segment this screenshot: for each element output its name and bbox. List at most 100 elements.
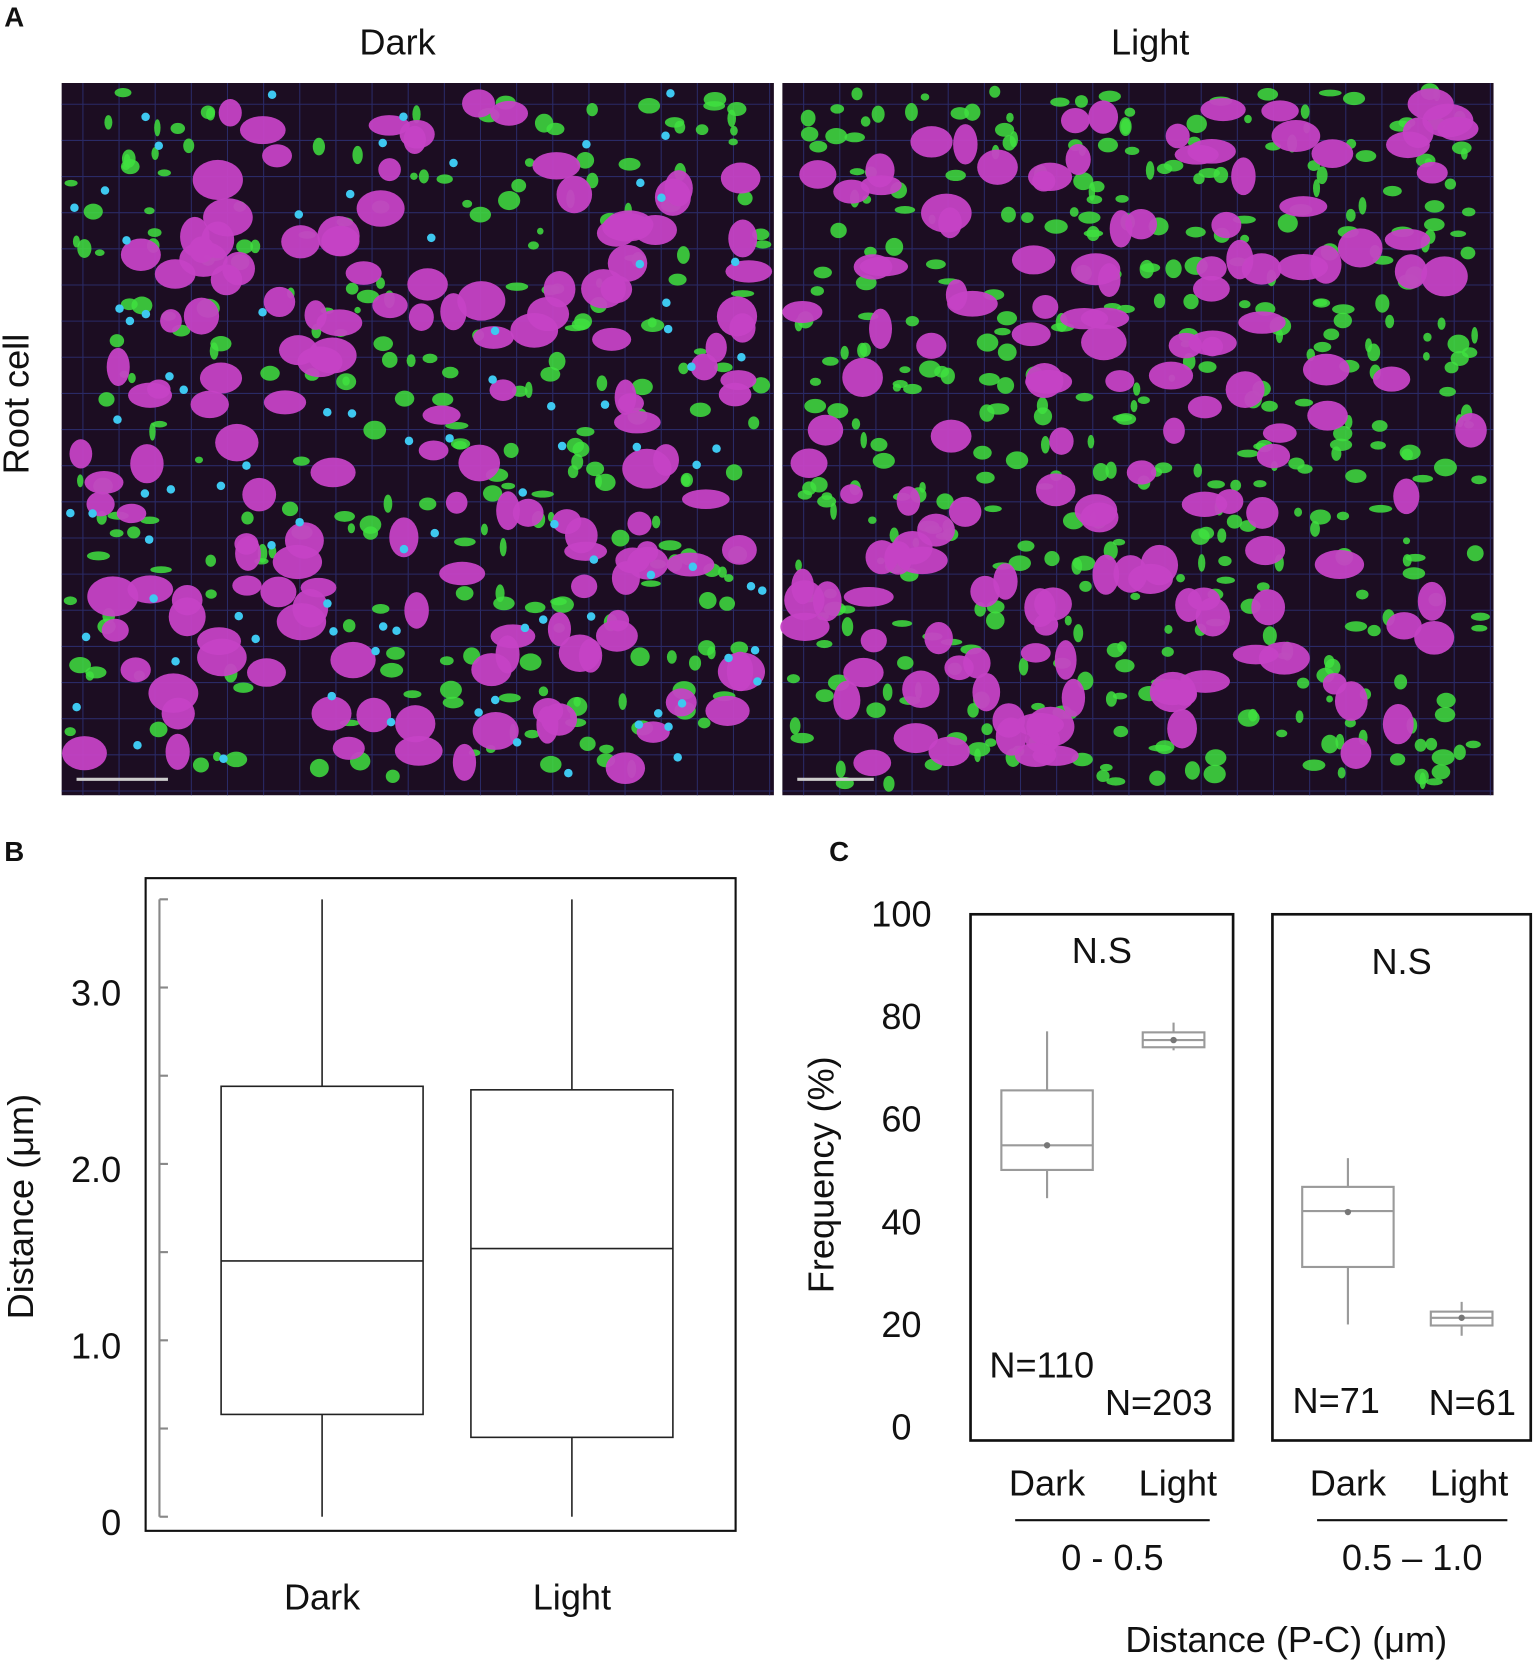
spot (758, 586, 767, 595)
organelle (458, 444, 501, 482)
chloroplast (1313, 341, 1332, 353)
spot (564, 768, 573, 778)
organelle (581, 269, 627, 309)
chloroplast (641, 318, 665, 333)
chloroplast (342, 619, 356, 633)
chloroplast (439, 656, 454, 666)
chloroplast (386, 646, 405, 660)
chloroplast (383, 494, 393, 513)
spot (267, 90, 277, 100)
organelle (720, 162, 761, 194)
chloroplast (442, 366, 459, 379)
spot (589, 555, 599, 564)
spot (687, 362, 696, 372)
chloroplast (658, 540, 682, 551)
chloroplast (412, 105, 421, 124)
chloroplast (1401, 448, 1413, 461)
chloroplast (550, 597, 567, 606)
spot (267, 541, 276, 550)
organelle (260, 576, 297, 608)
chloroplast (363, 420, 387, 440)
organelle (489, 379, 517, 401)
chloroplast (689, 402, 711, 418)
organelle (812, 581, 842, 622)
organelle (527, 296, 570, 332)
chloroplast (1145, 161, 1155, 180)
chloroplast (566, 437, 585, 454)
chloroplast (841, 617, 854, 637)
chloroplast (380, 662, 404, 678)
chloroplast (1156, 163, 1173, 174)
chloroplast (737, 190, 753, 206)
chloroplast (976, 333, 999, 352)
chloroplast (595, 473, 616, 492)
chloroplast (945, 169, 966, 182)
chloroplast (994, 327, 1011, 336)
organelle (1201, 336, 1224, 357)
chloroplast (1471, 475, 1487, 485)
chloroplast (347, 523, 356, 534)
organelle (1168, 332, 1203, 359)
spot (323, 408, 332, 417)
chloroplast (225, 751, 248, 768)
spot (557, 441, 567, 451)
annotation: N.S (1371, 941, 1431, 982)
organelle (1195, 597, 1231, 637)
chloroplast (630, 647, 650, 667)
micrograph (782, 83, 1494, 796)
chloroplast (668, 273, 687, 286)
chloroplast (1155, 740, 1175, 755)
chloroplast (920, 93, 930, 101)
organelle (963, 647, 991, 679)
chloroplast (1316, 166, 1328, 185)
n-label: N=203 (1105, 1382, 1212, 1423)
spot (677, 699, 687, 708)
spot (427, 233, 436, 243)
spot (737, 353, 746, 362)
organelle (1422, 103, 1474, 138)
chloroplast (1185, 226, 1206, 238)
spot (378, 138, 387, 148)
organelle (578, 638, 603, 673)
spot (730, 257, 740, 267)
chloroplast (1017, 540, 1035, 552)
spot (242, 461, 251, 470)
chloroplast (1044, 219, 1068, 234)
chloroplast (1165, 259, 1182, 279)
organelle (407, 268, 448, 301)
organelle (571, 574, 598, 599)
spot (724, 653, 733, 663)
chloroplast (77, 239, 92, 259)
organelle (1262, 423, 1297, 443)
chloroplast (1466, 545, 1484, 562)
organelle (790, 448, 828, 479)
organelle (473, 326, 514, 349)
organelle (1081, 324, 1127, 361)
chloroplast (1462, 207, 1476, 217)
organelle (627, 511, 652, 536)
organelle (843, 657, 884, 688)
chloroplast (1074, 95, 1088, 108)
organelle (1322, 672, 1347, 695)
chloroplast (985, 611, 1005, 630)
organelle (395, 705, 436, 743)
mean (1458, 1314, 1465, 1321)
spot (115, 304, 124, 313)
chloroplast (540, 366, 561, 382)
organelle (977, 149, 1018, 185)
organelle (345, 261, 382, 285)
organelle (1071, 253, 1121, 286)
chloroplast (69, 657, 92, 674)
organelle (1149, 671, 1197, 713)
organelle (859, 256, 909, 277)
chloroplast (213, 751, 222, 762)
organelle (718, 382, 752, 407)
spot (327, 691, 336, 701)
chloroplast (795, 559, 802, 572)
organelle (853, 749, 892, 777)
organelle (1340, 737, 1372, 770)
organelle (1231, 157, 1256, 196)
chloroplast (1001, 206, 1016, 223)
chloroplast (109, 529, 124, 538)
chloroplast (432, 392, 454, 407)
